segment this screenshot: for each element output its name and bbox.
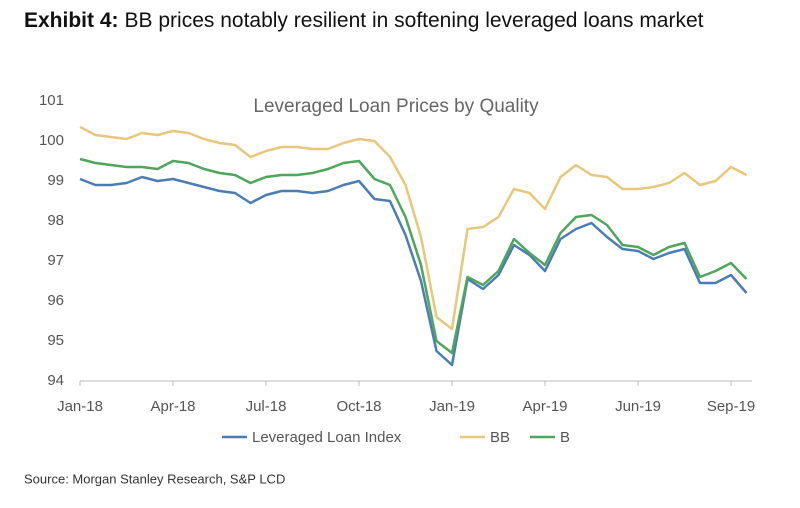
y-tick-label: 96 (47, 292, 64, 309)
chart-title: Leveraged Loan Prices by Quality (253, 96, 539, 117)
x-tick-label: Apr-19 (522, 398, 567, 415)
legend-label: Leveraged Loan Index (252, 429, 402, 446)
x-tick-label: Jan-19 (429, 398, 475, 415)
series-line (79, 157, 748, 355)
x-tick-label: Jan-18 (57, 398, 103, 415)
x-tick-label: Sep-19 (707, 398, 755, 415)
legend-label: B (560, 429, 570, 446)
y-tick-label: 98 (47, 212, 64, 229)
series-line (79, 125, 748, 331)
x-tick-label: Jun-19 (615, 398, 661, 415)
x-tick-label: Oct-18 (336, 398, 381, 415)
y-tick-label: 95 (47, 332, 64, 349)
source: Source: Morgan Stanley Research, S&P LCD (24, 471, 285, 486)
y-tick-label: 100 (39, 132, 64, 149)
y-tick-label: 97 (47, 252, 64, 269)
y-tick-label: 101 (39, 92, 64, 109)
header: Exhibit 4: BB prices notably resilient in… (24, 6, 724, 36)
exhibit-title: BB prices notably resilient in softening… (124, 9, 704, 32)
x-tick-label: Apr-18 (150, 398, 195, 415)
exhibit-label: Exhibit 4: (24, 9, 119, 32)
series-line (79, 175, 748, 367)
y-tick-label: 99 (47, 172, 64, 189)
y-tick-label: 94 (47, 372, 64, 389)
x-tick-label: Jul-18 (246, 398, 287, 415)
legend-label: BB (490, 429, 510, 446)
